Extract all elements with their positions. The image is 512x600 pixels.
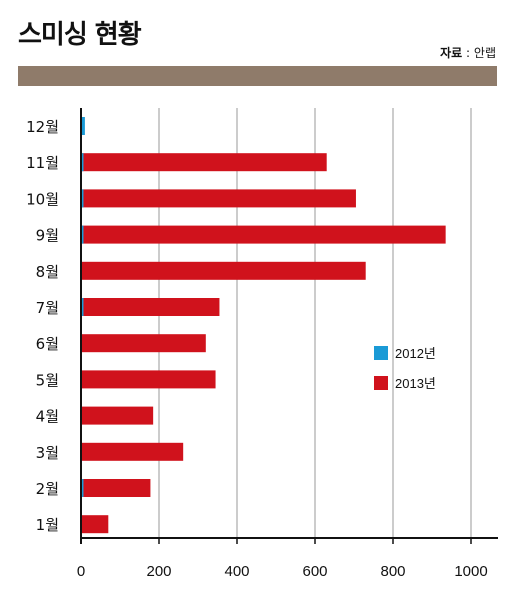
category-labels: 12월 11월 10월 9월 8월 7월 6월 5월 4월 3월 2월 1월	[26, 118, 59, 534]
bar-2013	[81, 225, 446, 244]
header-band	[18, 66, 497, 86]
page-title: 스미싱 현황	[18, 20, 142, 50]
bar-2012	[81, 479, 84, 497]
axes	[80, 108, 498, 544]
bar-2013	[81, 442, 184, 461]
bar-2013	[81, 261, 366, 280]
bar-2013	[81, 515, 109, 534]
category-label: 2월	[36, 480, 59, 498]
category-label: 10월	[26, 190, 59, 208]
bar-2013	[81, 406, 154, 425]
bar-2013	[81, 153, 327, 172]
bar-2012	[81, 189, 84, 208]
x-tick-label: 0	[77, 563, 85, 580]
bars	[81, 117, 446, 534]
bar-2013	[81, 334, 206, 353]
source-label: 자료	[440, 46, 463, 60]
category-label: 9월	[36, 227, 59, 245]
bar-2013	[81, 370, 216, 389]
tick-labels: 0 200 400 600 800 1000	[77, 563, 488, 580]
legend-label: 2013년	[395, 376, 436, 391]
x-tick-label: 800	[380, 563, 405, 580]
grid-lines	[158, 108, 472, 538]
source-separator: :	[462, 46, 474, 60]
x-tick-label: 200	[146, 563, 171, 580]
legend-swatch	[374, 376, 388, 390]
bar-2013	[81, 189, 356, 208]
category-label: 1월	[36, 516, 59, 534]
bar-2013	[81, 298, 220, 316]
source-note: 자료 : 안랩	[440, 44, 496, 61]
category-label: 3월	[36, 444, 59, 462]
category-label: 6월	[36, 335, 59, 353]
source-value: 안랩	[473, 46, 496, 60]
bar-2012	[81, 298, 84, 316]
category-label: 8월	[36, 263, 59, 281]
legend-label: 2012년	[395, 346, 436, 361]
category-label: 4월	[36, 408, 59, 426]
bar-2012	[81, 225, 84, 244]
category-label: 5월	[36, 371, 59, 389]
bar-2013	[81, 479, 151, 497]
bar-2012	[81, 117, 85, 135]
x-tick-label: 400	[224, 563, 249, 580]
category-label: 12월	[26, 118, 59, 136]
x-tick-label: 600	[302, 563, 327, 580]
category-label: 11월	[26, 154, 59, 172]
bar-2012	[81, 153, 84, 172]
category-label: 7월	[36, 299, 59, 317]
legend: 2012년 2013년	[374, 346, 436, 391]
legend-swatch	[374, 346, 388, 360]
x-tick-label: 1000	[454, 563, 487, 580]
